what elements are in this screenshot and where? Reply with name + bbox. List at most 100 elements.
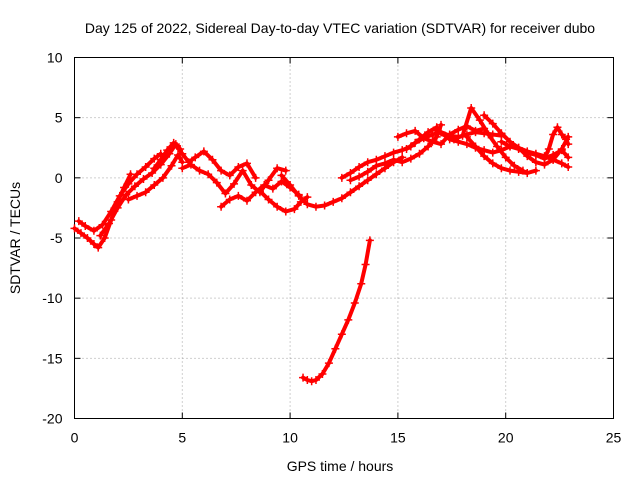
data-point-marker	[178, 164, 187, 173]
data-point-marker	[217, 202, 226, 211]
data-point-marker	[544, 144, 553, 153]
data-point-marker	[475, 116, 484, 125]
data-point-marker	[564, 163, 573, 172]
data-point-marker	[514, 143, 523, 152]
data-point-marker	[186, 160, 195, 169]
data-point-marker	[557, 130, 566, 139]
data-point-marker	[139, 175, 148, 184]
data-point-marker	[251, 188, 260, 197]
data-point-marker	[454, 137, 463, 146]
data-point-marker	[411, 126, 420, 135]
data-point-marker	[96, 231, 105, 240]
data-point-marker	[324, 359, 333, 368]
data-point-marker	[303, 375, 312, 384]
data-point-marker	[553, 123, 562, 132]
data-point-marker	[445, 135, 454, 144]
data-point-marker	[372, 161, 381, 170]
data-point-marker	[510, 161, 519, 170]
data-point-marker	[506, 166, 515, 175]
series-arc-1	[70, 170, 135, 252]
x-tick-label: 10	[282, 430, 298, 446]
data-point-marker	[389, 155, 398, 164]
data-point-marker	[251, 173, 260, 182]
data-point-marker	[365, 236, 374, 245]
data-point-marker	[346, 176, 355, 185]
data-point-marker	[294, 191, 303, 200]
data-point-marker	[167, 161, 176, 170]
data-point-marker	[380, 159, 389, 168]
y-axis-label: SDTVAR / TECUs	[7, 182, 23, 294]
data-point-marker	[163, 146, 172, 155]
data-point-marker	[350, 298, 359, 307]
data-point-marker	[471, 126, 480, 135]
data-point-marker	[311, 375, 320, 384]
data-point-marker	[506, 142, 515, 151]
series-line	[482, 113, 571, 167]
y-tick-label: -15	[42, 350, 62, 366]
data-point-marker	[191, 153, 200, 162]
data-point-marker	[480, 152, 489, 161]
data-point-marker	[150, 181, 159, 190]
data-point-marker	[363, 167, 372, 176]
data-point-marker	[549, 130, 558, 139]
data-point-marker	[133, 170, 142, 179]
data-point-marker	[260, 181, 269, 190]
data-point-marker	[130, 182, 139, 191]
data-point-marker	[150, 164, 159, 173]
data-point-marker	[363, 158, 372, 167]
data-point-marker	[437, 140, 446, 149]
data-point-marker	[363, 176, 372, 185]
data-point-marker	[115, 191, 124, 200]
data-point-marker	[141, 188, 150, 197]
data-point-marker	[557, 159, 566, 168]
data-traces	[70, 104, 573, 386]
y-tick-label: 10	[47, 50, 63, 66]
data-point-marker	[562, 135, 571, 144]
data-point-marker	[277, 171, 286, 180]
y-tick-label: -5	[50, 230, 63, 246]
data-point-marker	[424, 142, 433, 151]
data-point-marker	[462, 132, 471, 141]
data-point-marker	[230, 179, 239, 188]
x-axis-label: GPS time / hours	[287, 458, 394, 474]
data-point-marker	[497, 129, 506, 138]
data-point-marker	[337, 173, 346, 182]
data-point-marker	[212, 178, 221, 187]
series-arc-11	[346, 120, 446, 185]
data-point-marker	[290, 205, 299, 214]
data-point-marker	[380, 152, 389, 161]
data-point-marker	[221, 189, 230, 198]
data-point-marker	[204, 170, 213, 179]
data-point-marker	[346, 188, 355, 197]
data-point-marker	[100, 234, 109, 242]
series-arc-4	[124, 150, 187, 204]
data-point-marker	[234, 191, 243, 200]
data-point-marker	[480, 111, 489, 120]
data-point-marker	[89, 240, 98, 249]
data-point-marker	[428, 137, 437, 146]
data-point-marker	[337, 330, 346, 339]
data-point-marker	[406, 154, 415, 163]
data-point-marker	[234, 163, 243, 172]
data-point-marker	[242, 196, 251, 205]
data-point-marker	[344, 315, 353, 324]
y-tick-label: -10	[42, 290, 62, 306]
data-point-marker	[411, 138, 420, 147]
data-point-marker	[402, 129, 411, 138]
x-tick-label: 20	[498, 430, 514, 446]
data-point-marker	[355, 163, 364, 172]
data-point-marker	[488, 148, 497, 157]
data-point-marker	[432, 126, 441, 135]
data-point-marker	[286, 181, 295, 190]
chart-title: Day 125 of 2022, Sidereal Day-to-day VTE…	[85, 20, 595, 36]
x-tick-label: 5	[178, 430, 186, 446]
data-point-marker	[549, 155, 558, 164]
series-arc-5	[150, 138, 260, 182]
data-point-marker	[514, 167, 523, 176]
data-point-marker	[523, 169, 532, 178]
data-point-marker	[225, 171, 234, 180]
data-point-marker	[104, 219, 113, 228]
data-point-marker	[393, 132, 402, 141]
data-point-marker	[564, 140, 573, 149]
data-point-marker	[402, 144, 411, 153]
